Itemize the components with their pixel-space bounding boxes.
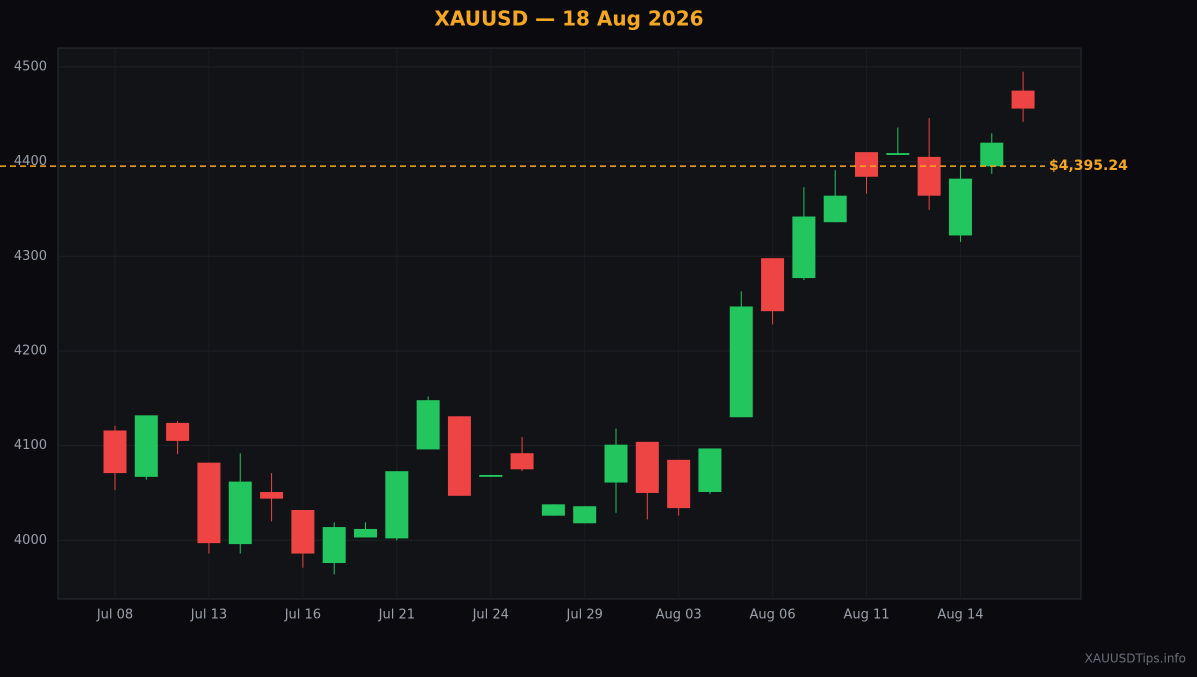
candle-body	[416, 400, 440, 450]
candle-body	[260, 492, 284, 499]
y-tick-label: 4100	[14, 438, 47, 453]
candle-body	[479, 474, 503, 477]
y-tick-label: 4400	[14, 154, 47, 169]
candle-body	[354, 528, 378, 538]
candle-body	[761, 258, 785, 312]
candle-body	[447, 416, 471, 496]
x-tick-label: Aug 06	[750, 608, 796, 623]
x-tick-label: Aug 03	[656, 608, 702, 623]
x-tick-label: Jul 08	[96, 608, 133, 623]
candle-body	[823, 195, 847, 223]
candle-body	[291, 510, 315, 554]
x-tick-label: Jul 24	[472, 608, 509, 623]
candle-body	[729, 306, 753, 418]
x-tick-label: Aug 14	[937, 608, 983, 623]
candle-body	[635, 441, 659, 493]
candle-body	[134, 415, 158, 477]
x-tick-label: Jul 29	[566, 608, 603, 623]
candle-body	[1011, 90, 1035, 109]
candle-body	[980, 142, 1004, 167]
y-tick-label: 4000	[14, 533, 47, 548]
x-tick-label: Aug 11	[843, 608, 889, 623]
candle-body	[541, 504, 565, 516]
candle-body	[510, 453, 534, 470]
candle-body	[855, 152, 879, 177]
reference-label: $4,395.24	[1049, 158, 1128, 174]
candle-body	[228, 481, 252, 545]
candle-body	[886, 153, 910, 155]
candle-body	[948, 178, 972, 236]
candle-body	[667, 459, 691, 509]
y-tick-label: 4200	[14, 343, 47, 358]
plot-area	[57, 47, 1082, 600]
candle-body	[103, 430, 127, 474]
candle-body	[698, 448, 722, 493]
y-tick-label: 4500	[14, 59, 47, 74]
candle-body	[573, 506, 597, 524]
candle-body	[322, 527, 346, 564]
x-tick-label: Jul 16	[284, 608, 321, 623]
y-tick-label: 4300	[14, 249, 47, 264]
candle-body	[917, 156, 941, 196]
candle-body	[197, 462, 221, 544]
x-tick-label: Jul 13	[190, 608, 227, 623]
chart-title: XAUUSD — 18 Aug 2026	[434, 7, 703, 31]
x-tick-label: Jul 21	[378, 608, 415, 623]
watermark: XAUUSDTips.info	[1085, 652, 1186, 666]
candle-body	[385, 471, 409, 539]
candle-body	[604, 444, 628, 483]
candle-body	[166, 422, 190, 441]
candle-body	[792, 216, 816, 279]
